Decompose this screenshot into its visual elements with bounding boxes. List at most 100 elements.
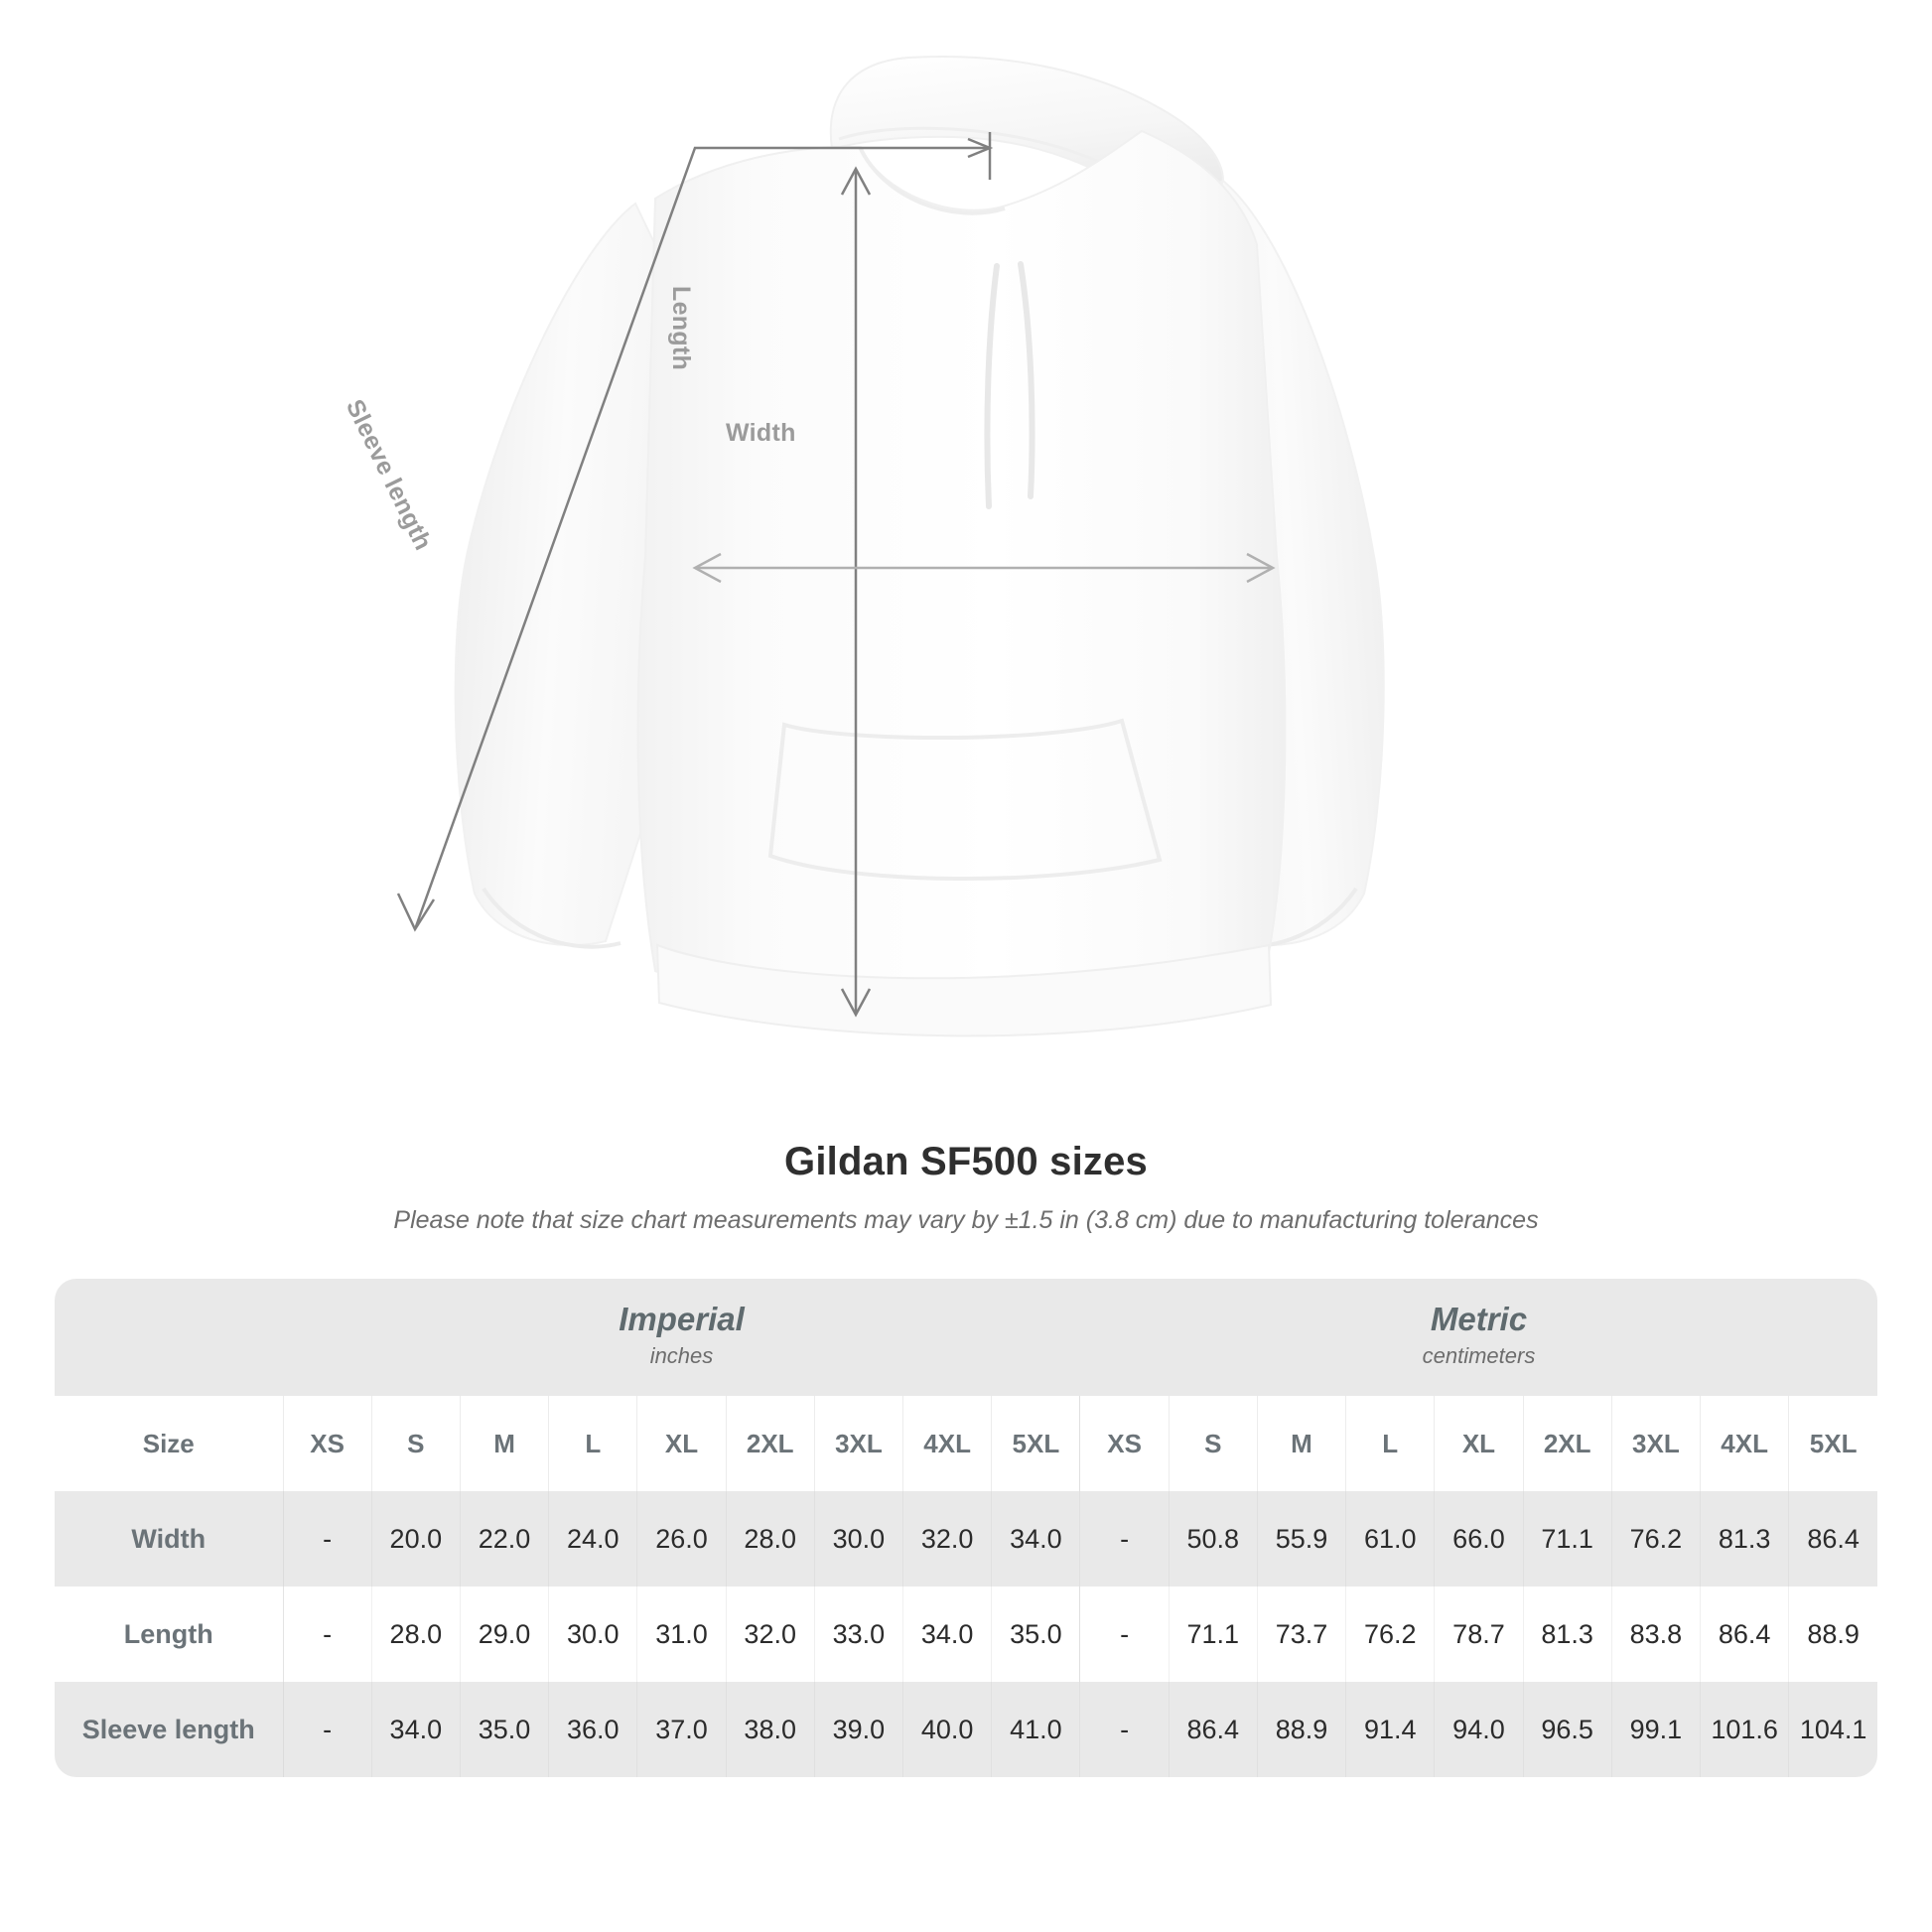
- row-label-length: Length: [55, 1587, 284, 1682]
- cell-length-imperial-m: 29.0: [460, 1587, 550, 1682]
- cell-width-imperial-4xl: 32.0: [902, 1491, 993, 1587]
- cell-sleeve-metric-m: 88.9: [1257, 1682, 1347, 1777]
- cell-length-imperial-3xl: 33.0: [814, 1587, 904, 1682]
- cell-sleeve-imperial-xl: 37.0: [636, 1682, 727, 1777]
- size-header-imperial-4xl: 4XL: [902, 1396, 993, 1491]
- table-row: Width - 20.0 22.0 24.0 26.0 28.0 30.0 32…: [55, 1491, 1877, 1587]
- size-header-metric-2xl: 2XL: [1523, 1396, 1612, 1491]
- cell-length-imperial-xl: 31.0: [636, 1587, 727, 1682]
- size-header-imperial-xs: XS: [283, 1396, 372, 1491]
- cell-length-metric-xs: -: [1079, 1587, 1170, 1682]
- group-header-metric: Metric centimeters: [1079, 1279, 1877, 1396]
- cell-length-imperial-4xl: 34.0: [902, 1587, 993, 1682]
- cell-length-metric-s: 71.1: [1169, 1587, 1258, 1682]
- cell-width-imperial-l: 24.0: [548, 1491, 638, 1587]
- group-header-spacer: [55, 1279, 283, 1396]
- cell-sleeve-metric-3xl: 99.1: [1611, 1682, 1702, 1777]
- group-unit-imperial: inches: [649, 1343, 714, 1369]
- cell-sleeve-metric-xl: 94.0: [1434, 1682, 1524, 1777]
- cell-length-metric-3xl: 83.8: [1611, 1587, 1702, 1682]
- width-line: [692, 552, 1276, 584]
- cell-length-metric-l: 76.2: [1345, 1587, 1436, 1682]
- cell-width-metric-xs: -: [1079, 1491, 1170, 1587]
- cell-sleeve-imperial-2xl: 38.0: [726, 1682, 815, 1777]
- cell-sleeve-imperial-3xl: 39.0: [814, 1682, 904, 1777]
- cell-width-metric-3xl: 76.2: [1611, 1491, 1702, 1587]
- cell-width-imperial-3xl: 30.0: [814, 1491, 904, 1587]
- size-table: Imperial inches Metric centimeters Size …: [55, 1279, 1877, 1777]
- cell-width-metric-2xl: 71.1: [1523, 1491, 1612, 1587]
- group-name-metric: Metric: [1430, 1301, 1528, 1338]
- size-header-imperial-2xl: 2XL: [726, 1396, 815, 1491]
- cell-width-imperial-5xl: 34.0: [991, 1491, 1081, 1587]
- cell-sleeve-imperial-5xl: 41.0: [991, 1682, 1081, 1777]
- cell-length-imperial-s: 28.0: [371, 1587, 461, 1682]
- measurement-lines: [396, 132, 1276, 1018]
- size-table-container: Imperial inches Metric centimeters Size …: [55, 1279, 1877, 1777]
- length-label: Length: [667, 286, 695, 371]
- size-header-metric-l: L: [1345, 1396, 1436, 1491]
- cell-length-metric-5xl: 88.9: [1788, 1587, 1877, 1682]
- cell-sleeve-metric-5xl: 104.1: [1788, 1682, 1877, 1777]
- group-name-imperial: Imperial: [619, 1301, 745, 1338]
- size-header-imperial-5xl: 5XL: [991, 1396, 1081, 1491]
- cell-sleeve-imperial-s: 34.0: [371, 1682, 461, 1777]
- cell-width-metric-xl: 66.0: [1434, 1491, 1524, 1587]
- size-header-row: Size XS S M L XL 2XL 3XL 4XL 5XL XS S M …: [55, 1396, 1877, 1491]
- row-label-sleeve-length: Sleeve length: [55, 1682, 284, 1777]
- sleeve-length-line: [396, 132, 994, 932]
- length-line: [840, 166, 872, 1018]
- size-header-metric-m: M: [1257, 1396, 1347, 1491]
- drawstrings: [984, 261, 1035, 509]
- size-header-metric-xl: XL: [1434, 1396, 1524, 1491]
- table-row: Sleeve length - 34.0 35.0 36.0 37.0 38.0…: [55, 1682, 1877, 1777]
- size-header-metric-5xl: 5XL: [1788, 1396, 1877, 1491]
- hoodie-body: [636, 129, 1287, 1037]
- cell-width-metric-s: 50.8: [1169, 1491, 1258, 1587]
- size-header-imperial-xl: XL: [636, 1396, 727, 1491]
- size-header-imperial-3xl: 3XL: [814, 1396, 904, 1491]
- cell-width-metric-4xl: 81.3: [1700, 1491, 1790, 1587]
- size-header-metric-3xl: 3XL: [1611, 1396, 1702, 1491]
- group-header-imperial: Imperial inches: [283, 1279, 1080, 1396]
- cell-width-metric-5xl: 86.4: [1788, 1491, 1877, 1587]
- cell-sleeve-metric-4xl: 101.6: [1700, 1682, 1790, 1777]
- cell-width-imperial-xl: 26.0: [636, 1491, 727, 1587]
- cell-length-imperial-l: 30.0: [548, 1587, 638, 1682]
- table-row: Length - 28.0 29.0 30.0 31.0 32.0 33.0 3…: [55, 1587, 1877, 1682]
- size-header-imperial-s: S: [371, 1396, 461, 1491]
- size-header-imperial-l: L: [548, 1396, 638, 1491]
- row-label-width: Width: [55, 1491, 284, 1587]
- cell-length-metric-m: 73.7: [1257, 1587, 1347, 1682]
- hoodie-drawing: [396, 56, 1385, 1037]
- cell-width-metric-l: 61.0: [1345, 1491, 1436, 1587]
- cell-length-metric-4xl: 86.4: [1700, 1587, 1790, 1682]
- cell-sleeve-imperial-l: 36.0: [548, 1682, 638, 1777]
- size-header-metric-s: S: [1169, 1396, 1258, 1491]
- size-header-label: Size: [55, 1396, 284, 1491]
- cell-length-imperial-2xl: 32.0: [726, 1587, 815, 1682]
- size-header-imperial-m: M: [460, 1396, 550, 1491]
- cell-sleeve-metric-xs: -: [1079, 1682, 1170, 1777]
- cell-sleeve-metric-l: 91.4: [1345, 1682, 1436, 1777]
- cell-length-metric-2xl: 81.3: [1523, 1587, 1612, 1682]
- cell-sleeve-imperial-m: 35.0: [460, 1682, 550, 1777]
- cell-length-metric-xl: 78.7: [1434, 1587, 1524, 1682]
- group-unit-metric: centimeters: [1422, 1343, 1536, 1369]
- width-label: Width: [726, 419, 796, 447]
- tolerance-note: Please note that size chart measurements…: [393, 1206, 1539, 1234]
- cell-length-imperial-xs: -: [283, 1587, 372, 1682]
- cell-sleeve-metric-s: 86.4: [1169, 1682, 1258, 1777]
- cell-sleeve-metric-2xl: 96.5: [1523, 1682, 1612, 1777]
- cell-sleeve-imperial-xs: -: [283, 1682, 372, 1777]
- heading-block: Gildan SF500 sizes Please note that size…: [0, 1140, 1932, 1235]
- cell-sleeve-imperial-4xl: 40.0: [902, 1682, 993, 1777]
- cell-width-imperial-xs: -: [283, 1491, 372, 1587]
- garment-illustration: Sleeve length Length Width: [341, 56, 1385, 1037]
- cell-width-metric-m: 55.9: [1257, 1491, 1347, 1587]
- cell-width-imperial-2xl: 28.0: [726, 1491, 815, 1587]
- page-title: Gildan SF500 sizes: [784, 1140, 1148, 1183]
- size-header-metric-xs: XS: [1079, 1396, 1170, 1491]
- left-sleeve: [454, 202, 697, 949]
